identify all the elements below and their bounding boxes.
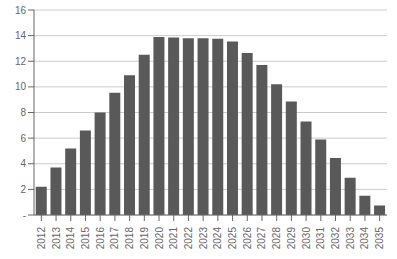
svg-text:2033: 2033 — [345, 227, 356, 250]
svg-text:2029: 2029 — [286, 227, 297, 250]
svg-text:2032: 2032 — [330, 227, 341, 250]
svg-text:2020: 2020 — [154, 227, 165, 250]
svg-text:8: 8 — [20, 107, 26, 118]
svg-text:12: 12 — [15, 56, 27, 67]
svg-text:2023: 2023 — [198, 227, 209, 250]
svg-text:2: 2 — [20, 184, 26, 195]
svg-text:2027: 2027 — [256, 227, 267, 250]
svg-text:2012: 2012 — [36, 227, 47, 250]
svg-text:2022: 2022 — [183, 227, 194, 250]
svg-text:2015: 2015 — [80, 227, 91, 250]
svg-text:2019: 2019 — [139, 227, 150, 250]
svg-text:4: 4 — [20, 158, 26, 169]
svg-text:6: 6 — [20, 133, 26, 144]
svg-text:2035: 2035 — [374, 227, 385, 250]
svg-text:2034: 2034 — [359, 227, 370, 250]
svg-text:2021: 2021 — [168, 227, 179, 250]
svg-text:2028: 2028 — [271, 227, 282, 250]
svg-text:2018: 2018 — [124, 227, 135, 250]
svg-text:2026: 2026 — [242, 227, 253, 250]
svg-text:2025: 2025 — [227, 227, 238, 250]
svg-text:2013: 2013 — [51, 227, 62, 250]
svg-text:2014: 2014 — [65, 227, 76, 250]
svg-text:2031: 2031 — [315, 227, 326, 250]
svg-text:2016: 2016 — [95, 227, 106, 250]
svg-text:10: 10 — [15, 81, 27, 92]
svg-text:2024: 2024 — [212, 227, 223, 250]
svg-text:14: 14 — [15, 30, 27, 41]
svg-text:2017: 2017 — [109, 227, 120, 250]
svg-text:2030: 2030 — [301, 227, 312, 250]
svg-text:16: 16 — [15, 5, 27, 16]
svg-text:-: - — [23, 210, 26, 221]
